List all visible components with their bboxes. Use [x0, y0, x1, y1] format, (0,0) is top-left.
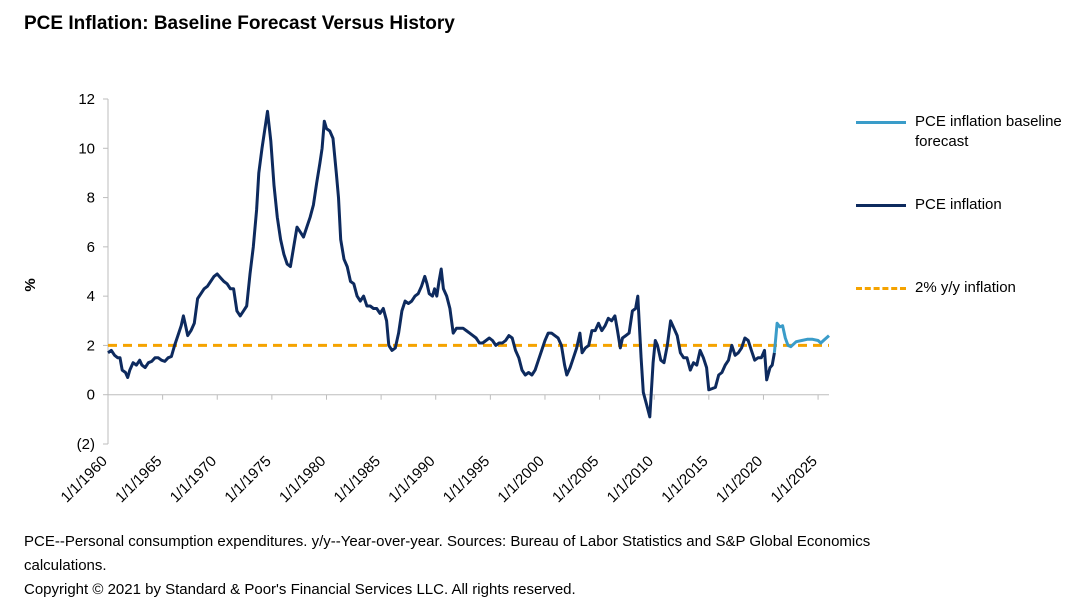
- y-axis: 12 10 8 6 4 2 0 (2): [77, 91, 109, 453]
- y-tick-label: 10: [78, 140, 95, 157]
- series-line-forecast: [772, 321, 830, 353]
- x-tick-label: 1/1/1975: [221, 453, 274, 506]
- series-line-pce-inflation: [107, 109, 776, 419]
- x-axis: 1/1/1960 1/1/1965 1/1/1970 1/1/1975 1/1/1980…: [58, 394, 829, 506]
- x-tick-label: 1/1/2010: [604, 453, 657, 506]
- footnote: PCE--Personal consumption expenditures. …: [24, 530, 884, 602]
- legend-swatch-forecast: [856, 121, 906, 124]
- x-tick-label: 1/1/1970: [167, 453, 220, 506]
- chart-title: PCE Inflation: Baseline Forecast Versus …: [24, 13, 455, 34]
- legend-label-target: 2% y/y inflation: [915, 279, 1016, 296]
- legend-swatch-pce: [856, 204, 906, 207]
- y-tick-label: 8: [87, 190, 95, 207]
- x-tick-label: 1/1/1960: [58, 453, 111, 506]
- legend-label-pce: PCE inflation: [915, 196, 1002, 213]
- series-layer: [107, 109, 830, 419]
- y-tick-label: 12: [78, 91, 95, 108]
- x-tick-label: 1/1/1985: [331, 453, 384, 506]
- legend-label-forecast: PCE inflation baseline forecast: [915, 113, 1062, 150]
- x-tick-label: 1/1/2005: [549, 453, 602, 506]
- x-tick-label: 1/1/2000: [494, 453, 547, 506]
- y-axis-label: %: [22, 278, 39, 291]
- x-tick-label: 1/1/2015: [658, 453, 711, 506]
- x-tick-label: 1/1/1990: [385, 453, 438, 506]
- footnote-copyright: Copyright © 2021 by Standard & Poor's Fi…: [24, 581, 576, 598]
- x-tick-label: 1/1/1965: [112, 453, 165, 506]
- x-tick-label: 1/1/2020: [713, 453, 766, 506]
- y-tick-label: 6: [87, 239, 95, 256]
- x-tick-label: 1/1/1980: [276, 453, 329, 506]
- legend-item-forecast: PCE inflation baseline forecast: [856, 112, 1083, 152]
- legend-item-pce: PCE inflation: [856, 195, 1083, 215]
- y-tick-label: 0: [87, 387, 95, 404]
- x-tick-label: 1/1/1995: [440, 453, 493, 506]
- y-tick-label: (2): [77, 436, 95, 453]
- footnote-sources: PCE--Personal consumption expenditures. …: [24, 533, 871, 574]
- y-tick-label: 2: [87, 337, 95, 354]
- legend-swatch-target: [856, 287, 906, 290]
- x-tick-label: 1/1/2025: [768, 453, 821, 506]
- legend-item-target: 2% y/y inflation: [856, 278, 1083, 298]
- y-tick-label: 4: [87, 288, 95, 305]
